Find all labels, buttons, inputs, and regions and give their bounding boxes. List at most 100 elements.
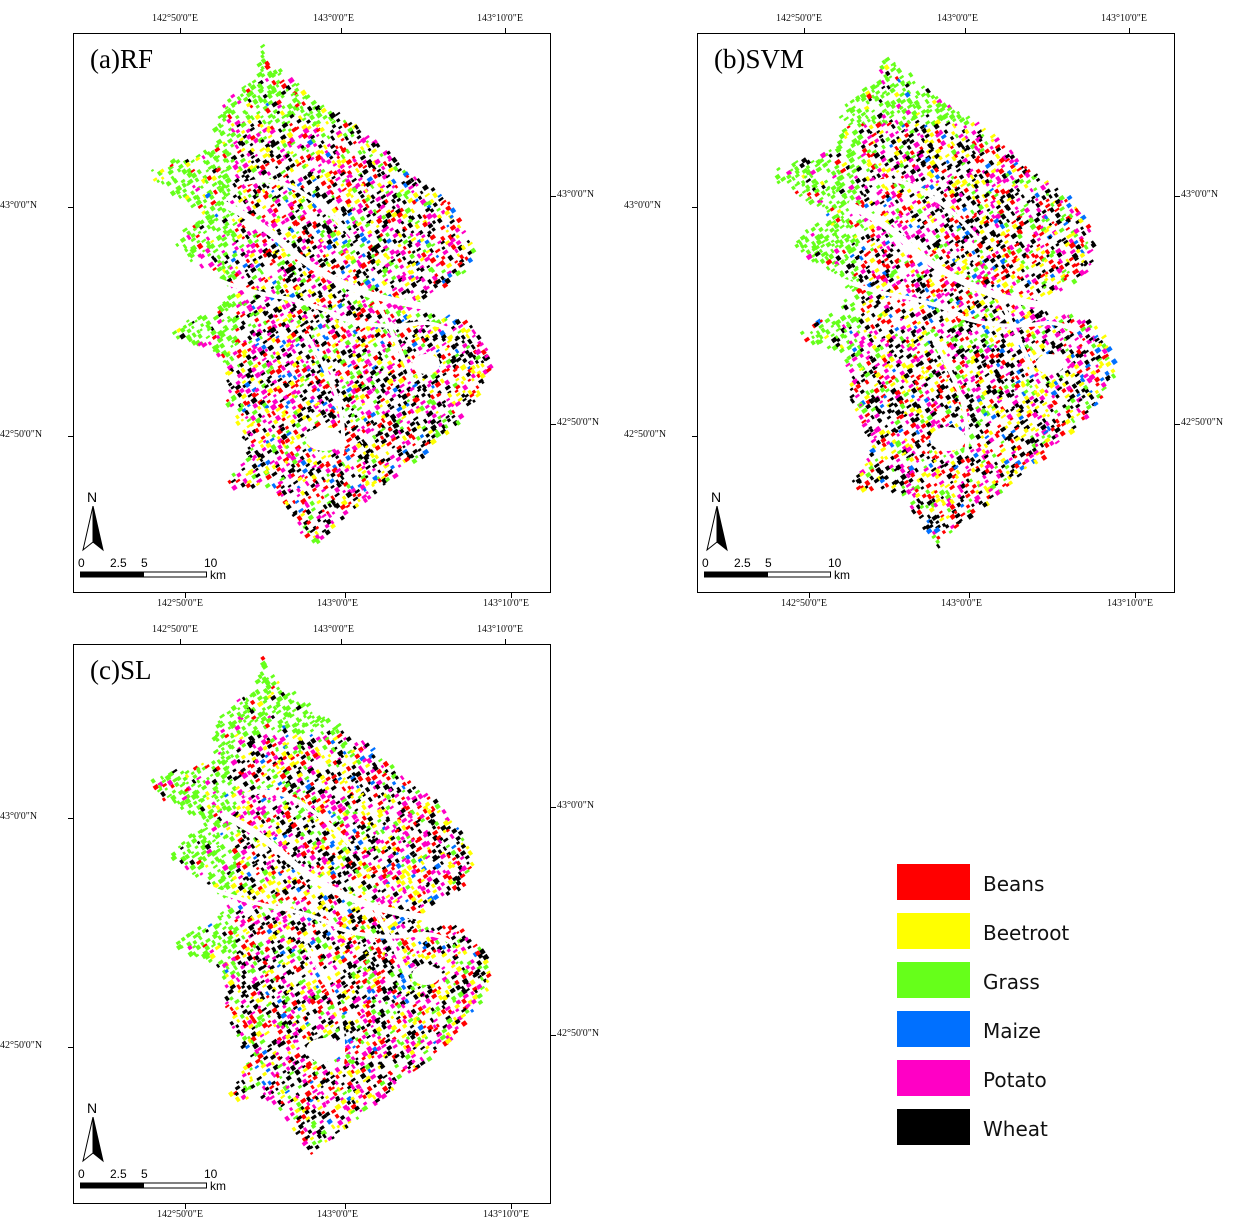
legend-item-maize: Maize <box>897 1011 1157 1047</box>
scale-unit: km <box>210 1179 226 1193</box>
river <box>957 314 1078 334</box>
scale-bar-shape <box>80 1182 207 1189</box>
legend-item-potato: Potato <box>897 1060 1157 1096</box>
graticule-tick <box>345 593 346 598</box>
longitude-label-top: 142°50'0"E <box>152 13 198 24</box>
graticule-tick <box>551 196 556 197</box>
scale-tick-label: 0 <box>78 556 85 570</box>
graticule-tick <box>341 28 342 33</box>
latitude-label-left: 42°50'0"N <box>0 1040 43 1051</box>
map-frame: (a)RF N 0 2.5 5 10 km <box>73 33 551 593</box>
scale-tick-label: 5 <box>141 1167 148 1181</box>
graticule-tick <box>804 28 805 33</box>
graticule-tick <box>185 593 186 598</box>
graticule-tick <box>965 28 966 33</box>
legend-label: Potato <box>983 1068 1047 1092</box>
crop-classification-map <box>150 655 492 1156</box>
lake <box>412 965 440 985</box>
river <box>243 789 356 852</box>
longitude-label-top: 143°10'0"E <box>477 13 523 24</box>
lake <box>412 354 440 374</box>
river <box>372 295 412 375</box>
north-arrow-shape <box>706 506 728 552</box>
scale-tick-label: 5 <box>765 556 772 570</box>
legend-item-grass: Grass <box>897 962 1157 998</box>
north-arrow-shape <box>82 1117 104 1163</box>
latitude-label-left: 42°50'0"N <box>0 429 43 440</box>
graticule-tick <box>511 593 512 598</box>
latitude-label-left: 43°0'0"N <box>624 200 662 211</box>
legend-swatch <box>897 1109 970 1145</box>
graticule-tick <box>180 639 181 644</box>
scale-tick-label: 10 <box>204 1167 218 1181</box>
latitude-label-left: 42°50'0"N <box>624 429 667 440</box>
crop-classification-map <box>150 43 494 545</box>
river <box>867 178 980 241</box>
scale-tick-label: 2.5 <box>734 556 751 570</box>
longitude-label-bottom: 143°0'0"E <box>941 598 982 609</box>
legend-label: Wheat <box>983 1117 1048 1141</box>
longitude-label-bottom: 142°50'0"E <box>157 1209 203 1220</box>
graticule-tick <box>345 1204 346 1209</box>
river <box>817 267 964 318</box>
river <box>846 200 1071 313</box>
longitude-label-bottom: 143°10'0"E <box>1107 598 1153 609</box>
graticule-tick <box>180 28 181 33</box>
scale-tick-label: 2.5 <box>110 1167 127 1181</box>
graticule-tick <box>551 807 556 808</box>
legend-item-wheat: Wheat <box>897 1109 1157 1145</box>
longitude-label-bottom: 143°0'0"E <box>317 1209 358 1220</box>
graticule-tick <box>809 593 810 598</box>
lake <box>306 427 342 451</box>
legend-label: Beetroot <box>983 921 1070 945</box>
graticule-tick <box>68 1047 73 1048</box>
graticule-tick <box>692 207 697 208</box>
graticule-tick <box>1175 424 1180 425</box>
river <box>928 332 970 455</box>
legend-label: Beans <box>983 872 1045 896</box>
legend-swatch <box>897 913 970 949</box>
legend-label: Grass <box>983 970 1040 994</box>
legend-swatch <box>897 1011 970 1047</box>
latitude-label-right: 43°0'0"N <box>1181 189 1219 200</box>
longitude-label-top: 143°10'0"E <box>477 624 523 635</box>
legend-label: Maize <box>983 1019 1041 1043</box>
scale-unit: km <box>210 568 226 582</box>
longitude-label-top: 142°50'0"E <box>152 624 198 635</box>
longitude-label-bottom: 143°10'0"E <box>483 1209 529 1220</box>
map-frame: (b)SVM N 0 2.5 5 10 km <box>697 33 1175 593</box>
graticule-tick <box>1135 593 1136 598</box>
graticule-tick <box>68 818 73 819</box>
lake <box>306 1038 342 1062</box>
scale-tick-label: 2.5 <box>110 556 127 570</box>
latitude-label-right: 42°50'0"N <box>1181 417 1224 428</box>
latitude-label-right: 43°0'0"N <box>557 189 595 200</box>
panel-label: (a)RF <box>90 44 153 74</box>
scale-tick-label: 10 <box>828 556 842 570</box>
legend-item-beetroot: Beetroot <box>897 913 1157 949</box>
river <box>996 295 1036 375</box>
map-frame: (c)SL N 0 2.5 5 10 km <box>73 644 551 1204</box>
scale-tick-label: 10 <box>204 556 218 570</box>
legend-swatch <box>897 962 970 998</box>
river <box>222 200 447 313</box>
lake <box>1036 354 1064 374</box>
latitude-label-right: 43°0'0"N <box>557 800 595 811</box>
latitude-label-right: 42°50'0"N <box>557 417 600 428</box>
longitude-label-top: 143°0'0"E <box>313 13 354 24</box>
graticule-tick <box>969 593 970 598</box>
river <box>304 332 346 455</box>
graticule-tick <box>185 1204 186 1209</box>
graticule-tick <box>68 436 73 437</box>
panel-label: (c)SL <box>90 655 152 685</box>
latitude-label-left: 43°0'0"N <box>0 811 38 822</box>
lake <box>930 427 966 451</box>
field-parcels <box>150 43 494 545</box>
field-parcels <box>150 655 492 1156</box>
scale-bar-shape <box>80 571 207 578</box>
graticule-tick <box>551 424 556 425</box>
scale-tick-label: 5 <box>141 556 148 570</box>
river <box>304 943 346 1066</box>
river <box>193 878 340 929</box>
legend-swatch <box>897 864 970 900</box>
